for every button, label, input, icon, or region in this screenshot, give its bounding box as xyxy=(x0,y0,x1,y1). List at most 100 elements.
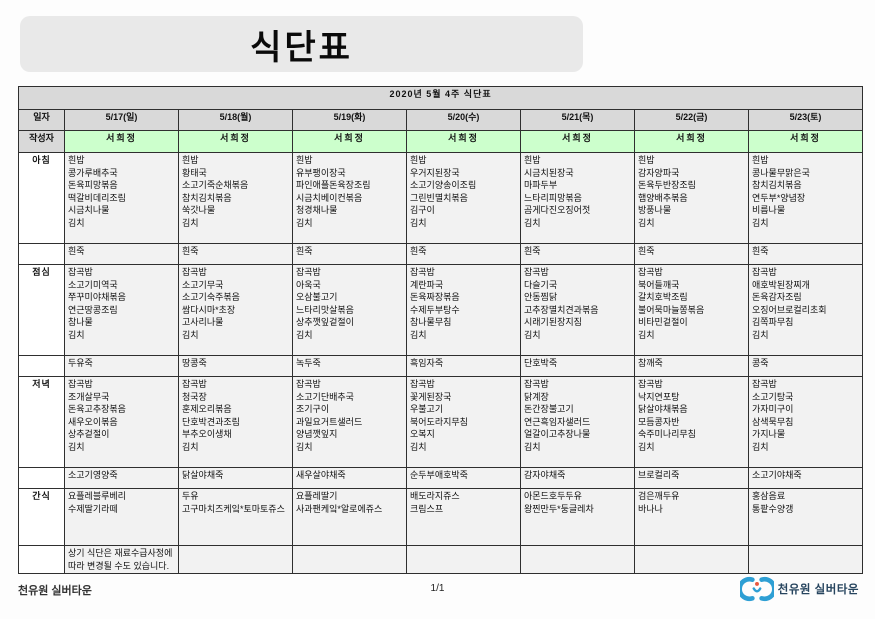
porridge-cell: 흰죽 xyxy=(292,243,407,265)
lunch-menu-cell: 잡곡밥 애호박된장찌개 돈육감자조림 오징어브로컬리초회 김쪽파무침 김치 xyxy=(747,264,864,356)
page-title-box: 식단표 xyxy=(20,16,583,72)
lunch-menu-cell: 잡곡밥 계란파국 돈육짜장볶음 수제두부탕수 참나물무침 김치 xyxy=(406,264,521,356)
porridge-cell: 순두부애호박죽 xyxy=(406,467,521,489)
date-cell: 5/17(일) xyxy=(64,109,179,131)
dinner-menu-cell: 잡곡밥 조개살무국 돈육고추장볶음 새우오이볶음 상추겉절이 김치 xyxy=(64,376,179,468)
snack-menu-cell: 아몬드호두두유 왕찐만두*둥글레차 xyxy=(520,488,635,546)
porridge-cell: 녹두죽 xyxy=(292,355,407,377)
author-cell: 서희정 xyxy=(634,130,749,153)
dinner-menu-cell: 잡곡밥 청국장 훈제오리볶음 단호박견과조림 부추오이생채 김치 xyxy=(178,376,293,468)
porridge-cell: 참깨죽 xyxy=(634,355,749,377)
table-title-row: 2020년 5월 4주 식단표 xyxy=(17,86,864,110)
dinner-menu-cell: 잡곡밥 소고기단배추국 조기구이 과일요거트샐러드 양념깻잎지 김치 xyxy=(292,376,407,468)
snack-label: 간식 xyxy=(18,488,65,546)
dinner-label: 저녁 xyxy=(18,376,65,468)
empty-cell xyxy=(18,243,65,265)
porridge-cell: 단호박죽 xyxy=(520,355,635,377)
menu-note: 상기 식단은 재료수급사정에 따라 변경될 수도 있습니다. xyxy=(64,545,179,574)
author-cell: 서희정 xyxy=(406,130,521,153)
meal-plan-table: 2020년 5월 4주 식단표 일자 5/17(일) 5/18(월) 5/19(… xyxy=(17,86,864,574)
dinner-menu-cell: 잡곡밥 낙지연포탕 닭살야채볶음 모듬콩자반 숙주미나리무침 김치 xyxy=(634,376,749,468)
lunch-row: 점심 잡곡밥 소고기미역국 쭈꾸미야채볶음 연근땅콩조림 참나물 김치 잡곡밥 … xyxy=(18,264,864,356)
dinner-menu-cell: 잡곡밥 꽃게된장국 우불고기 북어도라지무침 오복지 김치 xyxy=(406,376,521,468)
page-footer: 천유원 실버타운 1/1 천유원 실버타운 xyxy=(0,574,875,614)
empty-cell xyxy=(18,467,65,489)
dinner-menu-cell: 잡곡밥 닭계장 돈간장불고기 연근흑임자샐러드 얼갈이고추장나물 김치 xyxy=(520,376,635,468)
date-row: 일자 5/17(일) 5/18(월) 5/19(화) 5/20(수) 5/21(… xyxy=(18,109,864,131)
lunch-menu-cell: 잡곡밥 아욱국 오삼불고기 느타리맛살볶음 상추깻잎겉절이 김치 xyxy=(292,264,407,356)
page-title: 식단표 xyxy=(250,28,353,67)
snack-menu-cell: 검은깨두유 바나나 xyxy=(634,488,749,546)
porridge-cell: 흰죽 xyxy=(520,243,635,265)
breakfast-menu-cell: 흰밥 우거지된장국 소고기양송이조림 그린빈멸치볶음 김구이 김치 xyxy=(406,152,521,244)
breakfast-menu-cell: 흰밥 콩나물무맑은국 참치김치볶음 연두부*양념장 비름나물 김치 xyxy=(747,152,864,244)
porridge-cell: 브로컬리죽 xyxy=(634,467,749,489)
porridge-cell: 땅콩죽 xyxy=(178,355,293,377)
date-cell: 5/19(화) xyxy=(292,109,407,131)
empty-cell xyxy=(18,545,65,574)
porridge-cell: 흑임자죽 xyxy=(406,355,521,377)
date-cell: 5/20(수) xyxy=(406,109,521,131)
empty-cell xyxy=(747,545,864,574)
dinner-porridge-row: 소고기영양죽 닭살야채죽 새우살야채죽 순두부애호박죽 감자야채죽 브로컬리죽 … xyxy=(18,467,864,489)
note-row: 상기 식단은 재료수급사정에 따라 변경될 수도 있습니다. xyxy=(18,545,864,574)
breakfast-label: 아침 xyxy=(18,152,65,244)
lunch-menu-cell: 잡곡밥 북어들깨국 갈치호박조림 불어묵마늘쫑볶음 비타민겉절이 김치 xyxy=(634,264,749,356)
empty-cell xyxy=(18,355,65,377)
breakfast-menu-cell: 흰밥 시금치된장국 마파두부 느타리피망볶음 곰게다진오징어젓 김치 xyxy=(520,152,635,244)
snack-menu-cell: 홍삼음료 통팥수양갱 xyxy=(747,488,864,546)
porridge-cell: 두유죽 xyxy=(64,355,179,377)
table-title: 2020년 5월 4주 식단표 xyxy=(17,86,864,110)
date-cell: 5/18(월) xyxy=(178,109,293,131)
porridge-cell: 흰죽 xyxy=(64,243,179,265)
lunch-porridge-row: 두유죽 땅콩죽 녹두죽 흑임자죽 단호박죽 참깨죽 콩죽 xyxy=(18,355,864,377)
snack-row: 간식 요플레블루베리 수제딸기라떼 두유 고구마치즈케잌*토마토쥬스 요플레딸기… xyxy=(18,488,864,546)
breakfast-row: 아침 흰밥 콩가루배추국 돈육피망볶음 떡갈비데리조림 시금치나물 김치 흰밥 … xyxy=(18,152,864,244)
date-cell: 5/21(목) xyxy=(520,109,635,131)
porridge-cell: 감자야채죽 xyxy=(520,467,635,489)
empty-cell xyxy=(178,545,293,574)
lunch-menu-cell: 잡곡밥 소고기미역국 쭈꾸미야채볶음 연근땅콩조림 참나물 김치 xyxy=(64,264,179,356)
brand-logo-icon xyxy=(739,576,774,602)
footer-org-name: 천유원 실버타운 xyxy=(18,585,92,597)
porridge-cell: 흰죽 xyxy=(178,243,293,265)
author-row-label: 작성자 xyxy=(18,130,65,153)
porridge-cell: 소고기야채죽 xyxy=(747,467,864,489)
snack-menu-cell: 두유 고구마치즈케잌*토마토쥬스 xyxy=(178,488,293,546)
breakfast-menu-cell: 흰밥 유부팽이장국 파인애플돈육장조림 시금치베이컨볶음 청경채나물 김치 xyxy=(292,152,407,244)
porridge-cell: 콩죽 xyxy=(747,355,864,377)
author-cell: 서희정 xyxy=(747,130,864,153)
breakfast-porridge-row: 흰죽 흰죽 흰죽 흰죽 흰죽 흰죽 흰죽 xyxy=(18,243,864,265)
author-row: 작성자 서희정 서희정 서희정 서희정 서희정 서희정 서희정 xyxy=(18,130,864,153)
brand-name: 천유원 실버타운 xyxy=(777,584,859,596)
date-cell: 5/23(토) xyxy=(747,109,864,131)
date-row-label: 일자 xyxy=(18,109,65,131)
empty-cell xyxy=(292,545,407,574)
porridge-cell: 소고기영양죽 xyxy=(64,467,179,489)
empty-cell xyxy=(634,545,749,574)
breakfast-menu-cell: 흰밥 콩가루배추국 돈육피망볶음 떡갈비데리조림 시금치나물 김치 xyxy=(64,152,179,244)
brand-logo: 천유원 실버타운 xyxy=(739,576,859,602)
porridge-cell: 흰죽 xyxy=(747,243,864,265)
porridge-cell: 새우살야채죽 xyxy=(292,467,407,489)
lunch-menu-cell: 잡곡밥 다슬기국 안동찜닭 고추장멸치견과볶음 시래기된장지짐 김치 xyxy=(520,264,635,356)
author-cell: 서희정 xyxy=(178,130,293,153)
snack-menu-cell: 요플레딸기 사과팬케잌*알로에쥬스 xyxy=(292,488,407,546)
breakfast-menu-cell: 흰밥 감자양파국 돈육두반장조림 햄양배추볶음 방풍나물 김치 xyxy=(634,152,749,244)
porridge-cell: 흰죽 xyxy=(634,243,749,265)
dinner-menu-cell: 잡곡밥 소고기탕국 가자미구이 삼색묵무침 가지나물 김치 xyxy=(747,376,864,468)
date-cell: 5/22(금) xyxy=(634,109,749,131)
empty-cell xyxy=(520,545,635,574)
dinner-row: 저녁 잡곡밥 조개살무국 돈육고추장볶음 새우오이볶음 상추겉절이 김치 잡곡밥… xyxy=(18,376,864,468)
author-cell: 서희정 xyxy=(64,130,179,153)
author-cell: 서희정 xyxy=(520,130,635,153)
page-number: 1/1 xyxy=(430,583,445,594)
snack-menu-cell: 요플레블루베리 수제딸기라떼 xyxy=(64,488,179,546)
author-cell: 서희정 xyxy=(292,130,407,153)
lunch-label: 점심 xyxy=(18,264,65,356)
porridge-cell: 흰죽 xyxy=(406,243,521,265)
lunch-menu-cell: 잡곡밥 소고기무국 소고기숙주볶음 쌈다시마*초장 고사리나물 김치 xyxy=(178,264,293,356)
breakfast-menu-cell: 흰밥 황태국 소고기죽순채볶음 참치김치볶음 쑥갓나물 김치 xyxy=(178,152,293,244)
porridge-cell: 닭살야채죽 xyxy=(178,467,293,489)
